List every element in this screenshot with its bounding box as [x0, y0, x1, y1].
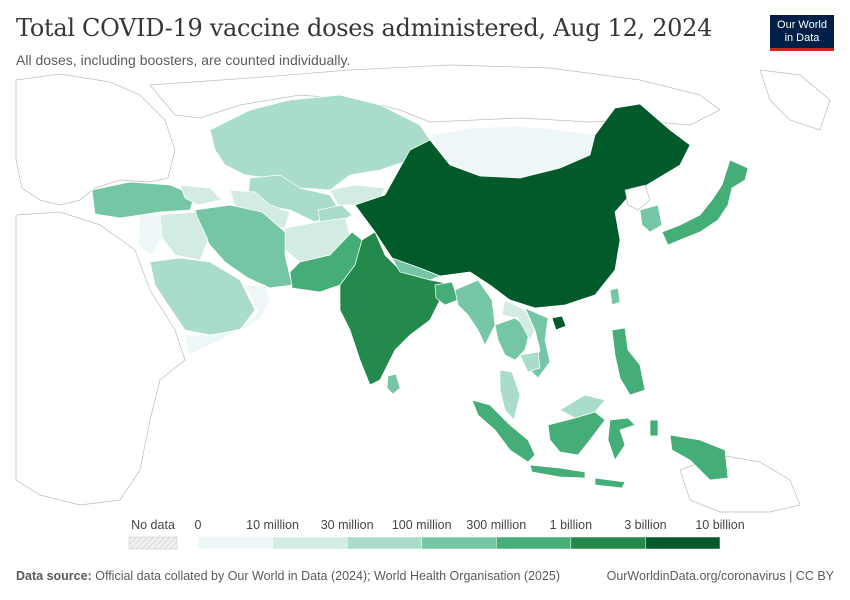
country-bangladesh[interactable]	[434, 281, 459, 306]
country-java[interactable]	[529, 464, 586, 479]
region-far-east[interactable]	[759, 69, 831, 131]
legend-tick-label-4: 300 million	[466, 518, 526, 532]
country-yemen[interactable]	[184, 284, 271, 356]
country-syria[interactable]	[137, 214, 163, 256]
legend-no-data-swatch[interactable]	[128, 536, 178, 550]
logo-line-2: in Data	[784, 31, 820, 44]
country-maluku[interactable]	[649, 419, 659, 437]
footer-url[interactable]: OurWorldinData.org/coronavirus | CC BY	[606, 569, 834, 583]
country-myanmar[interactable]	[454, 279, 496, 346]
legend-swatch-4[interactable]	[496, 536, 572, 550]
country-vietnam[interactable]	[524, 307, 551, 379]
legend-bins: 0 10 million 30 million 100 million 300 mill…	[195, 518, 745, 550]
country-hainan[interactable]	[551, 315, 567, 331]
footer-source-label: Data source:	[16, 569, 92, 583]
country-borneo-indonesia[interactable]	[547, 411, 606, 456]
legend-no-data-label: No data	[131, 518, 175, 532]
legend-swatch-6[interactable]	[645, 536, 721, 550]
country-south-korea[interactable]	[639, 204, 663, 233]
legend-swatch-5[interactable]	[570, 536, 646, 550]
country-kazakhstan[interactable]	[209, 94, 431, 191]
country-north-korea[interactable]	[624, 184, 651, 211]
legend-tick-label-5: 1 billion	[550, 518, 592, 532]
legend-swatch-3[interactable]	[421, 536, 497, 550]
legend-swatch-0[interactable]	[197, 536, 273, 550]
owid-logo[interactable]: Our World in Data	[770, 15, 834, 51]
country-india[interactable]	[339, 231, 456, 386]
legend-tick-label-7: 10 billion	[695, 518, 744, 532]
chart-subtitle: All doses, including boosters, are count…	[16, 52, 351, 68]
legend-swatch-2[interactable]	[346, 536, 422, 550]
chart-title: Total COVID-19 vaccine doses administere…	[16, 14, 713, 42]
country-sulawesi[interactable]	[607, 417, 636, 461]
legend-tick-label-1: 10 million	[246, 518, 299, 532]
legend-swatch-1[interactable]	[272, 536, 348, 550]
legend-tick-label-6: 3 billion	[624, 518, 666, 532]
map-regions	[15, 64, 831, 513]
region-europe[interactable]	[15, 73, 176, 206]
country-philippines[interactable]	[611, 327, 646, 396]
country-sri-lanka[interactable]	[386, 373, 401, 395]
legend-tick-label-0: 0	[195, 518, 202, 532]
country-papua[interactable]	[669, 434, 729, 481]
country-laos[interactable]	[501, 299, 536, 341]
country-japan[interactable]	[661, 159, 749, 246]
legend-tick-label-2: 30 million	[321, 518, 374, 532]
country-sumatra[interactable]	[471, 399, 536, 463]
country-cambodia[interactable]	[519, 351, 541, 373]
country-iran[interactable]	[194, 204, 293, 289]
footer-source: Data source: Official data collated by O…	[16, 569, 560, 583]
logo-line-1: Our World	[777, 18, 827, 31]
region-africa[interactable]	[15, 211, 186, 506]
country-turkey[interactable]	[91, 181, 196, 219]
country-caucasus[interactable]	[179, 184, 223, 206]
country-china[interactable]	[354, 103, 691, 309]
country-taiwan[interactable]	[609, 287, 621, 306]
country-timor[interactable]	[594, 477, 626, 489]
footer-source-text: Official data collated by Our World in D…	[95, 569, 561, 583]
country-malaysia[interactable]	[499, 369, 521, 421]
colored-countries	[91, 94, 749, 489]
map-legend: No data 0 10 million 30 million 100 million…	[128, 518, 745, 550]
legend-tick-label-3: 100 million	[392, 518, 452, 532]
